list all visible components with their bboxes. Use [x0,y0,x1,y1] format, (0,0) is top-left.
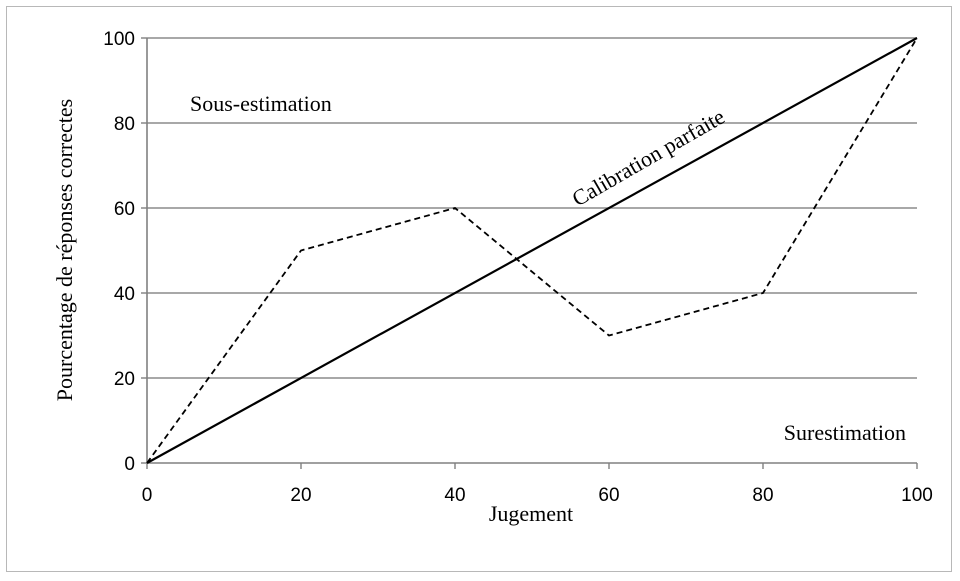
y-tick-label: 40 [114,284,135,305]
annotation-calibration-parfaite: Calibration parfaite [568,104,729,211]
axes [141,37,918,469]
x-tick-label: 60 [598,485,619,506]
y-tick-label: 0 [124,454,135,475]
x-tick-label: 100 [901,485,933,506]
annotation-surestimation: Surestimation [784,420,906,445]
series-line-dashed [146,37,918,464]
y-tick-label: 80 [114,114,135,135]
y-tick-labels: 0 20 40 60 80 100 [103,29,135,475]
x-tick-label: 40 [444,485,465,506]
x-tick-labels: 0 20 40 60 80 100 [142,485,933,506]
x-tick-label: 80 [752,485,773,506]
y-axis-label: Pourcentage de réponses correctes [52,99,77,401]
series-layer [146,37,918,464]
x-tick-label: 20 [290,485,311,506]
y-tick-label: 20 [114,369,135,390]
annotation-sous-estimation: Sous-estimation [190,91,332,116]
grid-lines [147,37,917,379]
y-tick-label: 60 [114,199,135,220]
x-tick-label: 0 [142,485,153,506]
chart-frame [6,6,952,572]
y-tick-label: 100 [103,29,135,50]
series-line-solid [146,37,918,464]
x-axis-label: Jugement [489,501,573,526]
